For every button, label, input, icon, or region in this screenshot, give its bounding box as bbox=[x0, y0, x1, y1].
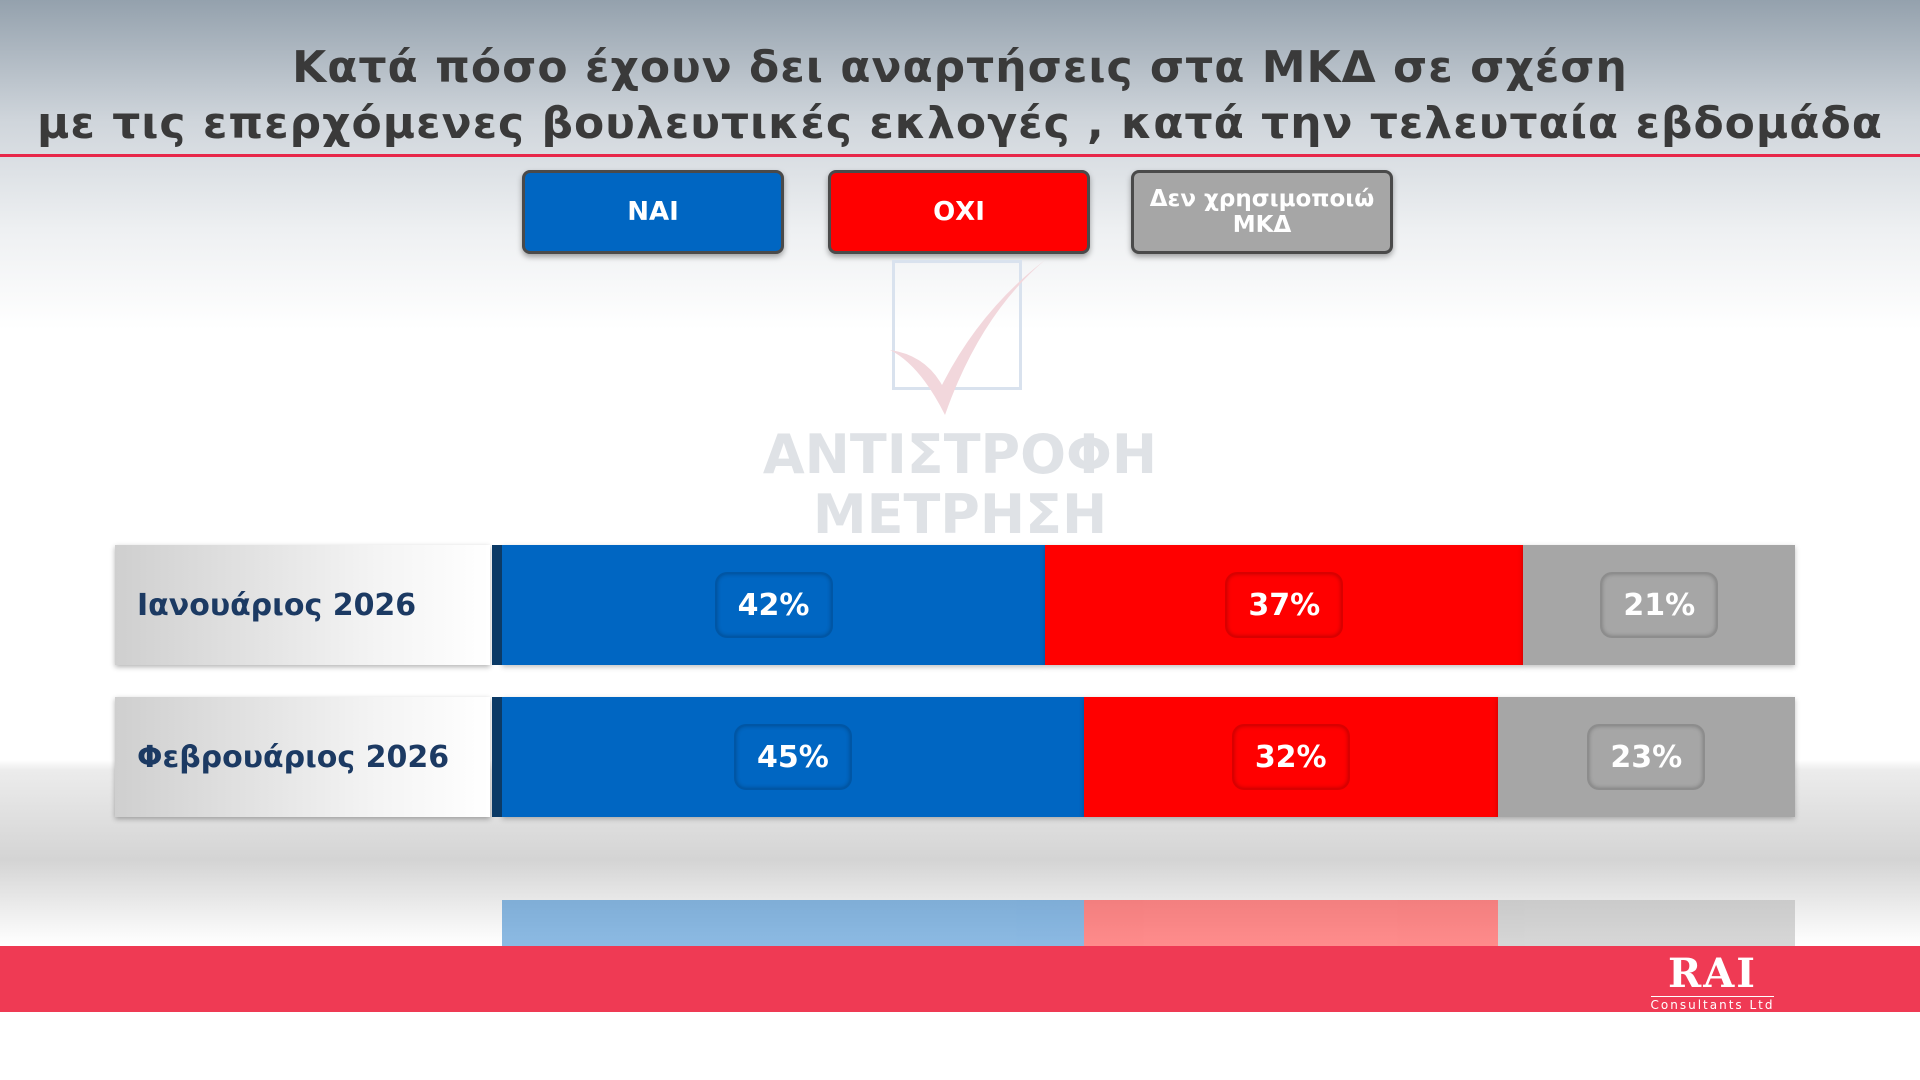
row-separator-1 bbox=[492, 697, 502, 817]
footer-band bbox=[0, 946, 1920, 1012]
brand-logo: RAI Consultants Ltd bbox=[1635, 954, 1790, 1014]
chart-title-line-1: Κατά πόσο έχουν δει αναρτήσεις στα ΜΚΔ σ… bbox=[292, 42, 1628, 93]
legend-label-2: Δεν χρησιμοποιώ ΜΚΔ bbox=[1149, 186, 1375, 238]
legend-label-0: ΝΑΙ bbox=[627, 197, 679, 227]
legend-item-0: ΝΑΙ bbox=[522, 170, 784, 254]
data-label-1-2: 23% bbox=[1589, 726, 1704, 788]
watermark-line-2: ΜΕΤΡΗΣΗ bbox=[812, 483, 1108, 546]
data-label-0-1: 37% bbox=[1227, 574, 1342, 636]
bar-row-1: Φεβρουάριος 2026 45% 32% 23% bbox=[115, 697, 1795, 817]
chart-title: Κατά πόσο έχουν δει αναρτήσεις στα ΜΚΔ σ… bbox=[0, 40, 1920, 152]
brand-logo-subtitle: Consultants Ltd bbox=[1650, 996, 1775, 1012]
title-divider bbox=[0, 154, 1920, 157]
bar-reflection bbox=[115, 800, 1795, 948]
category-label-0: Ιανουάριος 2026 bbox=[115, 545, 490, 665]
brand-logo-name: RAI bbox=[1668, 950, 1757, 997]
reflection-segment-1 bbox=[1083, 900, 1498, 948]
reflection-segment-0 bbox=[502, 900, 1084, 948]
data-label-1-1: 32% bbox=[1233, 726, 1348, 788]
bar-row-0: Ιανουάριος 2026 42% 37% 21% bbox=[115, 545, 1795, 665]
data-label-0-0: 42% bbox=[716, 574, 831, 636]
legend-item-1: ΟΧΙ bbox=[828, 170, 1090, 254]
watermark-ballot-box-icon bbox=[892, 260, 1022, 390]
watermark: ΑΝΤΙΣΤΡΟΦΗ ΜΕΤΡΗΣΗ bbox=[720, 255, 1200, 545]
category-label-1: Φεβρουάριος 2026 bbox=[115, 697, 490, 817]
row-separator-0 bbox=[492, 545, 502, 665]
legend-label-1: ΟΧΙ bbox=[933, 197, 985, 227]
watermark-line-1: ΑΝΤΙΣΤΡΟΦΗ bbox=[762, 423, 1158, 486]
data-label-0-2: 21% bbox=[1602, 574, 1717, 636]
chart-title-line-2: με τις επερχόμενες βουλευτικές εκλογές ,… bbox=[37, 98, 1883, 149]
reflection-segment-2 bbox=[1497, 900, 1795, 948]
watermark-checkmark-icon bbox=[890, 260, 1045, 415]
legend-item-2: Δεν χρησιμοποιώ ΜΚΔ bbox=[1131, 170, 1393, 254]
data-label-1-0: 45% bbox=[735, 726, 850, 788]
